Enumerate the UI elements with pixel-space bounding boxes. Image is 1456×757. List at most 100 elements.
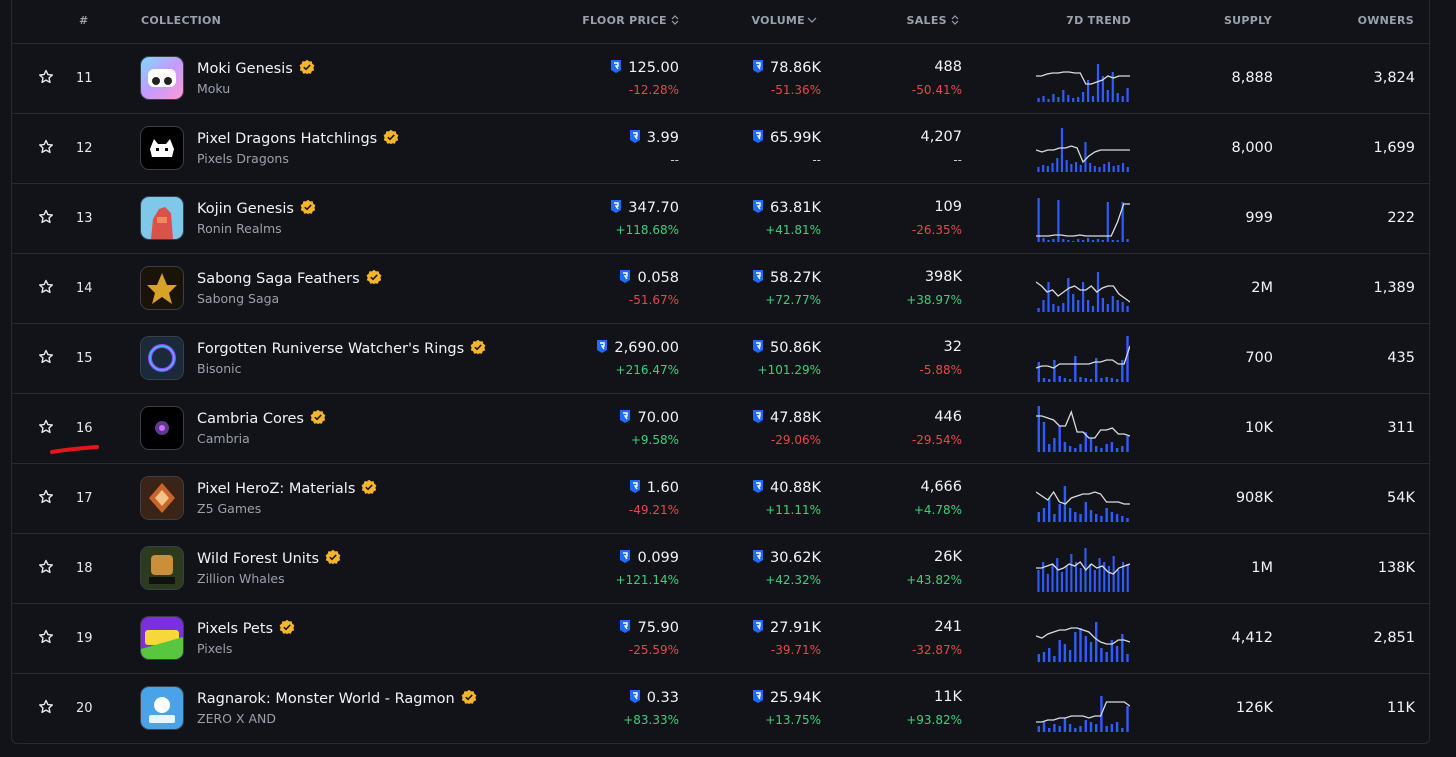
collection-creator: Z5 Games — [197, 501, 262, 516]
favorite-star-icon[interactable] — [38, 279, 54, 295]
favorite-star-icon[interactable] — [38, 349, 54, 365]
sales: 241 — [934, 619, 962, 635]
table-row[interactable]: 11 Moki Genesis Moku 125.00 -12.28% 78.86K -51… — [12, 44, 1429, 114]
favorite-star-icon[interactable] — [38, 139, 54, 155]
collection-name[interactable]: Kojin Genesis — [197, 199, 316, 217]
collection-name[interactable]: Pixel HeroZ: Materials — [197, 479, 377, 497]
volume-header[interactable]: VOLUME — [752, 14, 817, 27]
rank-number: 20 — [76, 701, 93, 716]
table-row[interactable]: 16 Cambria Cores Cambria 70.00 +9.58% 47.88K -… — [12, 394, 1429, 464]
table-row[interactable]: 20 Ragnarok: Monster World - Ragmon ZERO X… — [12, 674, 1429, 743]
ronin-token-icon — [629, 480, 640, 493]
floor-price-change: -12.28% — [628, 83, 679, 97]
rank-header: # — [79, 14, 89, 27]
table-row[interactable]: 18 Wild Forest Units Zillion Whales 0.099 +1… — [12, 534, 1429, 604]
ronin-token-icon — [611, 200, 622, 213]
sales: 32 — [943, 339, 962, 355]
rank-number: 16 — [76, 421, 93, 436]
ronin-token-icon — [620, 550, 631, 563]
trend-header: 7D TREND — [1066, 14, 1131, 27]
favorite-star-icon[interactable] — [38, 489, 54, 505]
ronin-token-icon — [629, 690, 640, 703]
favorite-star-icon[interactable] — [38, 419, 54, 435]
pixel-heroz-avatar[interactable] — [140, 476, 184, 520]
collection-name-text: Pixel Dragons Hatchlings — [197, 131, 378, 147]
pixels-pets-avatar[interactable] — [140, 616, 184, 660]
volume-change: +41.81% — [765, 223, 821, 237]
floor-price-value: 125.00 — [628, 60, 679, 76]
verified-badge-icon — [361, 479, 377, 495]
sales-change: +43.82% — [906, 573, 962, 587]
trend-sparkline — [1036, 546, 1131, 592]
floor-price-header[interactable]: FLOOR PRICE — [582, 14, 679, 27]
volume-change: +13.75% — [765, 713, 821, 727]
sales-change: -- — [953, 153, 962, 167]
sales-header[interactable]: SALES — [906, 14, 959, 27]
volume-change: +72.77% — [765, 293, 821, 307]
table-row[interactable]: 12 Pixel Dragons Hatchlings Pixels Dragons… — [12, 114, 1429, 184]
cambria-cores-avatar[interactable] — [140, 406, 184, 450]
collection-header[interactable]: COLLECTION — [141, 14, 222, 27]
sales: 4,207 — [920, 129, 962, 145]
collection-name[interactable]: Ragnarok: Monster World - Ragmon — [197, 689, 477, 707]
wild-forest-avatar[interactable] — [140, 546, 184, 590]
table-row[interactable]: 13 Kojin Genesis Ronin Realms 347.70 +118.68… — [12, 184, 1429, 254]
trend-sparkline — [1035, 476, 1130, 522]
sabong-saga-avatar[interactable] — [140, 266, 184, 310]
floor-price: 0.099 — [619, 549, 679, 566]
sales: 398K — [924, 269, 962, 285]
supply-value: 908K — [1235, 490, 1273, 506]
collection-name[interactable]: Moki Genesis — [197, 59, 315, 77]
sales-change: -32.87% — [911, 643, 962, 657]
trend-sparkline — [1035, 126, 1130, 172]
favorite-star-icon[interactable] — [38, 69, 54, 85]
floor-price: 70.00 — [619, 409, 679, 426]
verified-badge-icon — [383, 129, 399, 145]
collection-name[interactable]: Pixels Pets — [197, 619, 295, 637]
owners-header: OWNERS — [1357, 14, 1414, 27]
volume-change: -39.71% — [770, 643, 821, 657]
favorite-star-icon[interactable] — [38, 559, 54, 575]
volume: 40.88K — [752, 479, 821, 496]
rank-number: 15 — [76, 351, 93, 366]
volume: 27.91K — [752, 619, 821, 636]
trend-sparkline — [1036, 196, 1130, 242]
trend-sparkline — [1036, 406, 1131, 452]
sales-change: -50.41% — [911, 83, 962, 97]
collection-name[interactable]: Pixel Dragons Hatchlings — [197, 129, 399, 147]
pixel-dragons-avatar[interactable] — [140, 126, 184, 170]
volume: 78.86K — [752, 59, 821, 76]
collection-creator: Pixels Dragons — [197, 151, 289, 166]
verified-badge-icon — [470, 339, 486, 355]
ronin-token-icon — [752, 550, 763, 563]
collection-creator: Zillion Whales — [197, 571, 285, 586]
sales-change: -5.88% — [919, 363, 962, 377]
favorite-star-icon[interactable] — [38, 699, 54, 715]
floor-price: 1.60 — [629, 479, 679, 496]
table-row[interactable]: 17 Pixel HeroZ: Materials Z5 Games 1.60 -49.… — [12, 464, 1429, 534]
favorite-star-icon[interactable] — [38, 209, 54, 225]
kojin-genesis-avatar[interactable] — [140, 196, 184, 240]
verified-badge-icon — [366, 269, 382, 285]
supply-value: 8,000 — [1231, 140, 1273, 156]
volume-change: -29.06% — [770, 433, 821, 447]
volume: 50.86K — [752, 339, 821, 356]
table-row[interactable]: 19 Pixels Pets Pixels 75.90 -25.59% 27.91K -39… — [12, 604, 1429, 674]
table-row[interactable]: 14 Sabong Saga Feathers Sabong Saga 0.058 -5… — [12, 254, 1429, 324]
favorite-star-icon[interactable] — [38, 629, 54, 645]
trend-sparkline — [1035, 266, 1131, 312]
ragmon-avatar[interactable] — [140, 686, 184, 730]
floor-price-value: 0.058 — [637, 270, 679, 286]
trend-sparkline — [1036, 686, 1131, 732]
collection-creator: Bisonic — [197, 361, 242, 376]
verified-badge-icon — [279, 619, 295, 635]
collection-name[interactable]: Sabong Saga Feathers — [197, 269, 382, 287]
watcher-rings-avatar[interactable] — [140, 336, 184, 380]
collection-name[interactable]: Wild Forest Units — [197, 549, 341, 567]
verified-badge-icon — [300, 199, 316, 215]
table-row[interactable]: 15 Forgotten Runiverse Watcher's Rings Bis… — [12, 324, 1429, 394]
collection-name[interactable]: Cambria Cores — [197, 409, 326, 427]
moki-genesis-avatar[interactable] — [140, 56, 184, 100]
collection-name[interactable]: Forgotten Runiverse Watcher's Rings — [197, 339, 486, 357]
volume-value: 58.27K — [769, 270, 821, 286]
